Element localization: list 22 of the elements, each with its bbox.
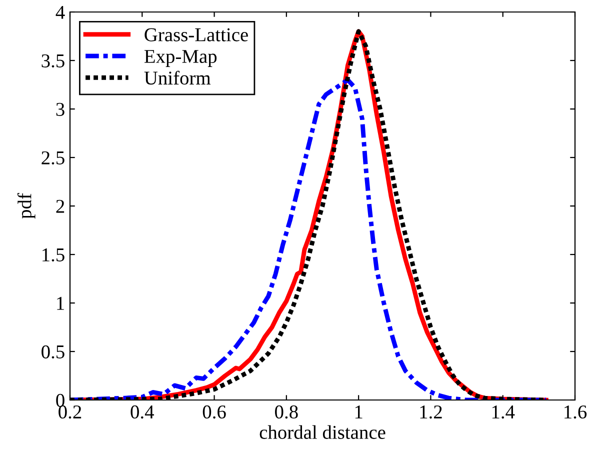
- legend-label: Grass-Lattice: [144, 28, 248, 42]
- x-tick-label: 0.8: [275, 405, 298, 419]
- x-tick-label: 0.6: [202, 405, 226, 419]
- y-tick-label: 1.5: [42, 248, 64, 262]
- x-tick-label: 1: [355, 406, 362, 418]
- y-tick-label: 1: [57, 296, 64, 310]
- legend-label: Uniform: [144, 70, 211, 85]
- y-tick-label: 0: [56, 394, 64, 407]
- y-tick-label: 0.5: [42, 345, 64, 359]
- x-tick-label: 0.4: [130, 405, 154, 419]
- x-tick-label: 1.6: [564, 405, 587, 419]
- y-tick-label: 3: [56, 102, 64, 116]
- legend-label: Exp-Map: [144, 50, 217, 67]
- x-tick-label: 1.4: [492, 406, 515, 419]
- x-axis-title: chordal distance: [260, 425, 386, 439]
- x-tick-label: 1.2: [420, 405, 442, 419]
- y-tick-label: 4: [56, 6, 65, 19]
- y-tick-label: 3.5: [42, 54, 64, 68]
- x-tick-label: 0.2: [58, 405, 82, 419]
- y-tick-label: 2: [56, 200, 64, 213]
- y-tick-label: 2.5: [42, 151, 64, 165]
- y-axis-title: pdf: [17, 193, 36, 219]
